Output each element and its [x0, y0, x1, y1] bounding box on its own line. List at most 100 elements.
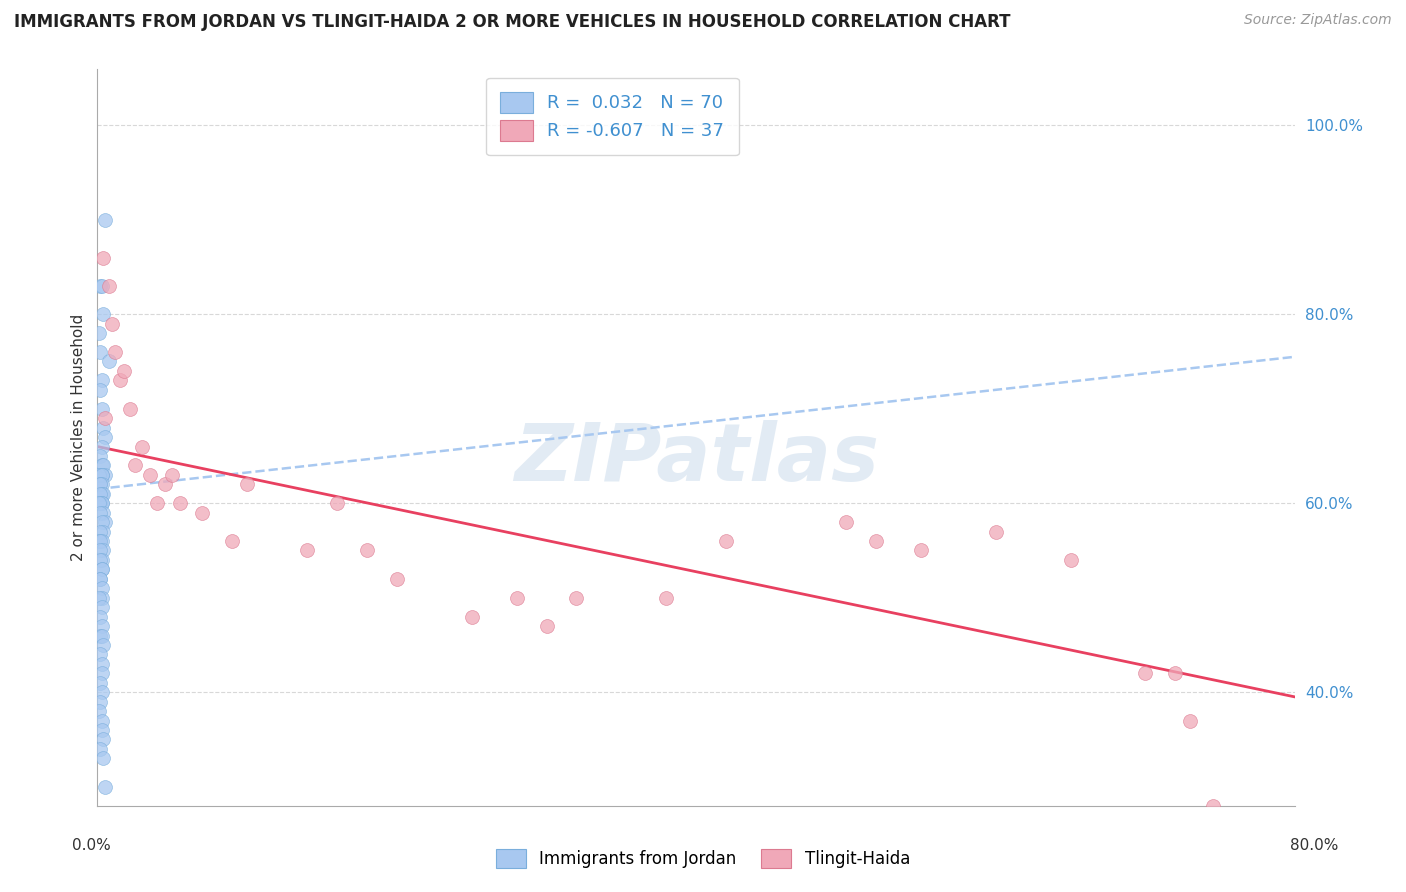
- Point: [90, 496, 112, 510]
- Point: [90, 278, 112, 293]
- Point: [94, 411, 117, 425]
- Point: [89, 553, 111, 567]
- Point: [91, 506, 114, 520]
- Point: [89, 345, 111, 359]
- Point: [91, 524, 114, 539]
- Point: [91, 751, 114, 765]
- Point: [984, 524, 1007, 539]
- Point: [89, 742, 111, 756]
- Point: [385, 572, 408, 586]
- Point: [89, 383, 111, 397]
- Point: [90, 534, 112, 549]
- Point: [89, 487, 111, 501]
- Point: [90, 657, 112, 671]
- Point: [131, 440, 153, 454]
- Point: [835, 515, 858, 529]
- Point: [124, 458, 146, 473]
- Point: [910, 543, 932, 558]
- Point: [87, 704, 110, 718]
- Point: [191, 506, 214, 520]
- Point: [90, 591, 112, 605]
- Text: IMMIGRANTS FROM JORDAN VS TLINGIT-HAIDA 2 OR MORE VEHICLES IN HOUSEHOLD CORRELAT: IMMIGRANTS FROM JORDAN VS TLINGIT-HAIDA …: [14, 13, 1011, 31]
- Point: [90, 600, 112, 615]
- Point: [90, 373, 112, 387]
- Point: [90, 458, 112, 473]
- Point: [120, 401, 142, 416]
- Text: Source: ZipAtlas.com: Source: ZipAtlas.com: [1244, 13, 1392, 28]
- Point: [1164, 666, 1187, 681]
- Point: [89, 496, 111, 510]
- Point: [94, 467, 117, 482]
- Point: [104, 345, 127, 359]
- Point: [90, 628, 112, 642]
- Point: [91, 251, 114, 265]
- Point: [89, 628, 111, 642]
- Point: [89, 449, 111, 463]
- Point: [153, 477, 176, 491]
- Point: [94, 430, 117, 444]
- Point: [89, 477, 111, 491]
- Point: [1202, 798, 1225, 813]
- Legend: Immigrants from Jordan, Tlingit-Haida: Immigrants from Jordan, Tlingit-Haida: [489, 842, 917, 875]
- Point: [89, 609, 111, 624]
- Point: [326, 496, 349, 510]
- Point: [89, 278, 111, 293]
- Point: [91, 420, 114, 434]
- Point: [101, 317, 124, 331]
- Point: [87, 496, 110, 510]
- Point: [90, 553, 112, 567]
- Point: [90, 477, 112, 491]
- Y-axis label: 2 or more Vehicles in Household: 2 or more Vehicles in Household: [72, 313, 86, 561]
- Point: [91, 307, 114, 321]
- Point: [91, 543, 114, 558]
- Point: [90, 467, 112, 482]
- Point: [91, 638, 114, 652]
- Point: [87, 467, 110, 482]
- Point: [139, 467, 162, 482]
- Point: [108, 373, 131, 387]
- Point: [90, 515, 112, 529]
- Point: [865, 534, 887, 549]
- Point: [91, 487, 114, 501]
- Point: [87, 534, 110, 549]
- Point: [236, 477, 259, 491]
- Point: [90, 562, 112, 576]
- Point: [89, 477, 111, 491]
- Point: [91, 458, 114, 473]
- Point: [536, 619, 558, 633]
- Point: [94, 212, 117, 227]
- Point: [90, 487, 112, 501]
- Point: [90, 401, 112, 416]
- Point: [89, 534, 111, 549]
- Point: [90, 619, 112, 633]
- Point: [565, 591, 588, 605]
- Point: [89, 543, 111, 558]
- Point: [94, 515, 117, 529]
- Point: [89, 675, 111, 690]
- Point: [90, 440, 112, 454]
- Point: [1059, 553, 1081, 567]
- Legend: R =  0.032   N = 70, R = -0.607   N = 37: R = 0.032 N = 70, R = -0.607 N = 37: [486, 78, 738, 155]
- Point: [98, 354, 121, 368]
- Point: [169, 496, 191, 510]
- Text: 80.0%: 80.0%: [1291, 838, 1339, 854]
- Point: [98, 278, 121, 293]
- Point: [356, 543, 378, 558]
- Text: 0.0%: 0.0%: [72, 838, 111, 854]
- Point: [90, 685, 112, 699]
- Point: [87, 591, 110, 605]
- Point: [90, 582, 112, 596]
- Point: [655, 591, 678, 605]
- Text: ZIPatlas: ZIPatlas: [513, 420, 879, 499]
- Point: [221, 534, 243, 549]
- Point: [90, 496, 112, 510]
- Point: [89, 506, 111, 520]
- Point: [295, 543, 318, 558]
- Point: [89, 572, 111, 586]
- Point: [90, 714, 112, 728]
- Point: [87, 326, 110, 340]
- Point: [91, 732, 114, 747]
- Point: [90, 723, 112, 737]
- Point: [160, 467, 183, 482]
- Point: [89, 572, 111, 586]
